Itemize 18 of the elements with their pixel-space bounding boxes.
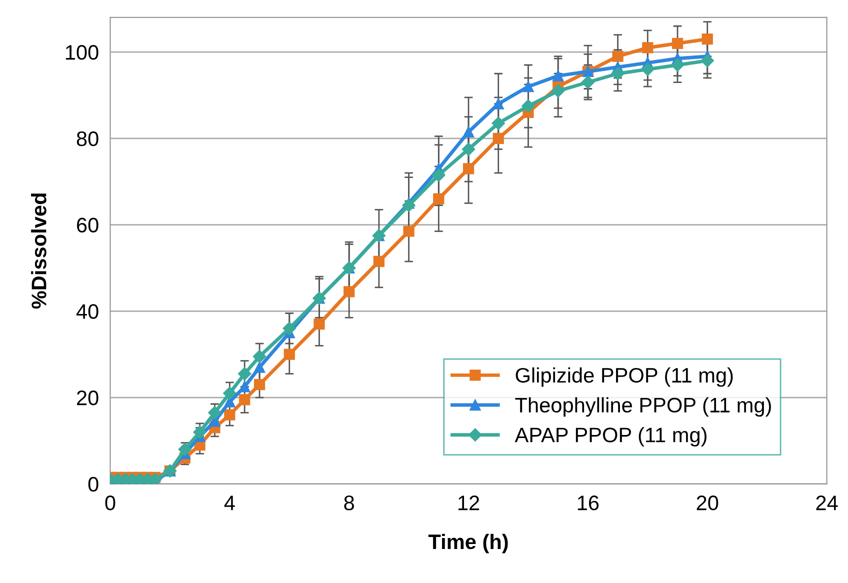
x-tick-label: 16 (578, 496, 599, 510)
x-tick-label: 24 (816, 496, 838, 510)
legend-label: Theophylline PPOP (11 mg) (515, 397, 771, 417)
y-tick-label: 80 (76, 131, 98, 146)
x-tick-label: 8 (344, 496, 354, 510)
legend-label: Glipizide PPOP (11 mg) (516, 367, 733, 387)
y-tick-label: 20 (77, 390, 98, 406)
y-tick-label: 40 (76, 304, 98, 319)
y-tick-label: 0 (88, 476, 98, 492)
y-tick-label: 60 (77, 218, 98, 233)
x-axis-title: Time (h) (428, 534, 508, 554)
y-axis-title: %Dissolved (31, 194, 46, 309)
y-tick-label: 100 (66, 45, 98, 60)
x-tick-label: 0 (105, 496, 116, 510)
legend-label: APAP PPOP (11 mg) (514, 427, 706, 446)
x-tick-label: 20 (696, 496, 718, 510)
x-tick-label: 12 (458, 496, 480, 510)
x-tick-label: 4 (224, 496, 235, 510)
